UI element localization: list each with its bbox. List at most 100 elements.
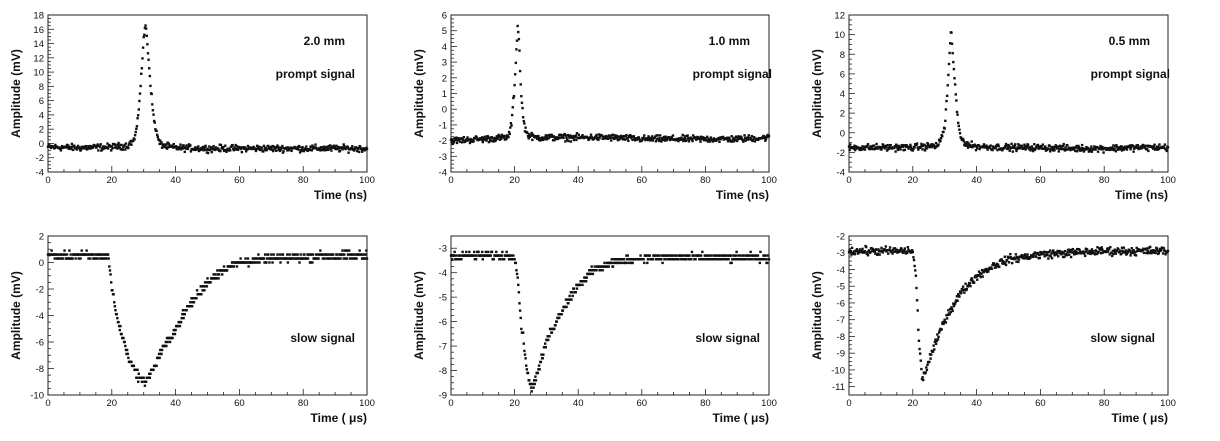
data-point bbox=[1118, 251, 1121, 254]
data-point bbox=[60, 146, 63, 149]
data-point bbox=[852, 252, 855, 255]
data-point bbox=[66, 146, 69, 149]
data-point bbox=[209, 281, 212, 284]
data-point bbox=[484, 254, 487, 257]
data-point bbox=[547, 338, 550, 342]
data-point bbox=[455, 136, 458, 139]
data-point bbox=[530, 390, 533, 393]
data-point bbox=[1026, 253, 1029, 256]
data-point bbox=[982, 270, 986, 274]
data-point bbox=[487, 136, 490, 140]
data-point bbox=[1079, 250, 1082, 254]
data-point bbox=[145, 34, 148, 38]
data-point bbox=[1002, 262, 1005, 265]
data-point bbox=[165, 147, 169, 150]
data-point bbox=[548, 133, 551, 137]
data-point bbox=[246, 257, 250, 260]
data-point bbox=[719, 258, 722, 261]
data-point bbox=[99, 143, 102, 146]
data-point bbox=[196, 146, 199, 149]
data-point bbox=[149, 372, 152, 375]
data-point bbox=[1112, 252, 1115, 256]
data-point bbox=[1115, 249, 1119, 252]
y-tick-label: 1 bbox=[442, 89, 447, 100]
data-point bbox=[362, 147, 366, 151]
data-point bbox=[663, 258, 666, 261]
annotation-label: prompt signal bbox=[693, 67, 772, 81]
data-point bbox=[485, 139, 488, 142]
data-point bbox=[1022, 255, 1025, 258]
data-point bbox=[280, 257, 283, 260]
data-point bbox=[137, 372, 140, 375]
data-point bbox=[526, 371, 530, 375]
data-point bbox=[153, 121, 156, 124]
data-point bbox=[1009, 146, 1013, 149]
data-point bbox=[494, 254, 497, 257]
data-point bbox=[314, 143, 317, 146]
data-point bbox=[88, 253, 91, 256]
data-point bbox=[338, 253, 342, 256]
data-point bbox=[736, 139, 739, 143]
data-point bbox=[255, 147, 258, 151]
data-point bbox=[606, 261, 610, 265]
data-point bbox=[95, 146, 98, 149]
data-point bbox=[328, 144, 332, 147]
data-point bbox=[57, 253, 60, 256]
data-point bbox=[343, 144, 346, 148]
data-point bbox=[690, 250, 694, 254]
data-point bbox=[1076, 247, 1079, 251]
data-point bbox=[139, 84, 142, 88]
data-point bbox=[595, 137, 599, 141]
data-point bbox=[937, 143, 940, 146]
data-point bbox=[732, 254, 735, 257]
data-point bbox=[749, 250, 752, 254]
data-point bbox=[572, 134, 575, 138]
data-point bbox=[125, 352, 128, 356]
data-point bbox=[337, 257, 340, 260]
data-point bbox=[106, 147, 110, 150]
data-point bbox=[526, 131, 529, 135]
data-point bbox=[460, 141, 464, 144]
data-point bbox=[764, 258, 768, 261]
data-point bbox=[225, 150, 228, 153]
data-point bbox=[142, 35, 145, 39]
y-tick-label: 8 bbox=[39, 82, 44, 93]
data-point bbox=[982, 143, 986, 146]
data-point bbox=[498, 135, 501, 139]
data-point bbox=[942, 320, 946, 324]
data-point bbox=[311, 147, 315, 150]
data-point bbox=[707, 258, 710, 261]
data-point bbox=[136, 380, 140, 383]
data-point bbox=[260, 147, 263, 151]
data-point bbox=[1133, 147, 1136, 150]
data-point bbox=[996, 148, 999, 152]
data-point bbox=[101, 148, 104, 151]
data-point bbox=[454, 258, 457, 261]
data-point bbox=[511, 258, 514, 261]
data-point bbox=[86, 253, 90, 256]
data-point bbox=[517, 291, 521, 294]
y-tick-label: 14 bbox=[33, 39, 44, 50]
data-point bbox=[235, 261, 238, 264]
data-point bbox=[599, 269, 602, 272]
data-point bbox=[911, 250, 914, 254]
data-point bbox=[299, 253, 302, 256]
data-point bbox=[523, 349, 526, 353]
data-point bbox=[534, 136, 537, 139]
data-point bbox=[571, 294, 574, 298]
data-point bbox=[148, 372, 151, 375]
data-point bbox=[936, 338, 940, 341]
y-axis-title: Amplitude (mV) bbox=[9, 271, 23, 360]
data-point bbox=[272, 145, 275, 148]
data-point bbox=[78, 146, 81, 149]
data-point bbox=[116, 316, 119, 320]
data-point bbox=[598, 136, 601, 140]
data-point bbox=[115, 312, 118, 316]
data-point bbox=[536, 371, 540, 375]
data-point bbox=[143, 380, 146, 383]
data-point bbox=[165, 344, 168, 348]
data-point bbox=[1114, 251, 1117, 254]
data-point bbox=[611, 136, 614, 140]
data-point bbox=[1166, 146, 1170, 149]
data-point bbox=[1010, 257, 1013, 260]
